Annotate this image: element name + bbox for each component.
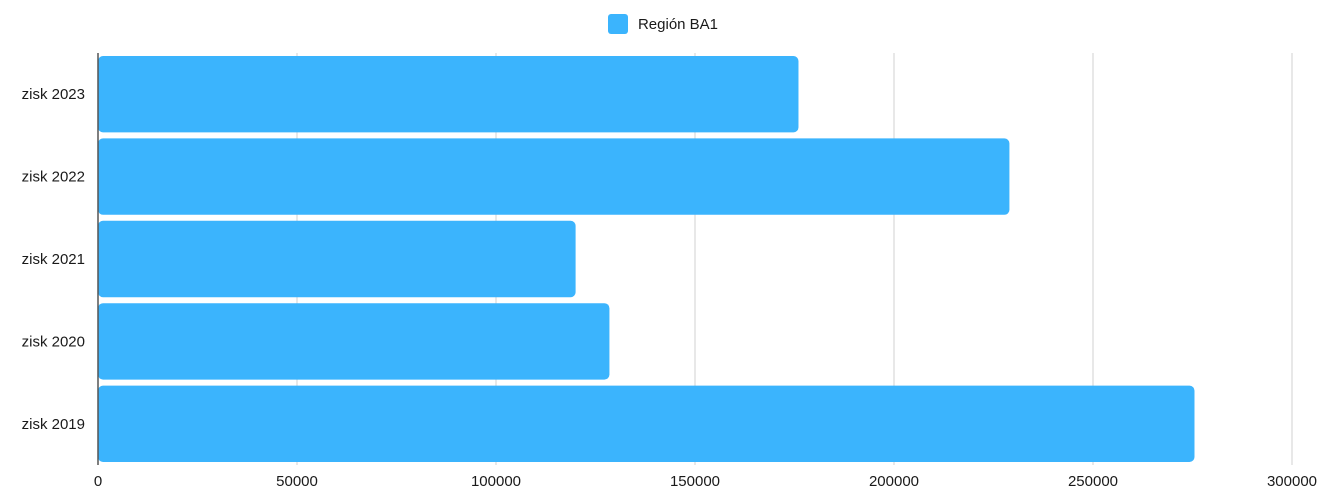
bar — [98, 385, 1195, 462]
category-label: zisk 2020 — [22, 333, 85, 350]
bar — [98, 303, 610, 380]
x-tick-label: 300000 — [1267, 473, 1317, 488]
category-label: zisk 2019 — [22, 416, 85, 433]
x-tick-label: 250000 — [1068, 473, 1118, 488]
bar — [98, 56, 799, 133]
legend: Región BA1 — [0, 14, 1326, 34]
x-tick-label: 50000 — [276, 473, 318, 488]
x-tick-label: 150000 — [670, 473, 720, 488]
category-label: zisk 2021 — [22, 251, 85, 268]
x-tick-label: 100000 — [471, 473, 521, 488]
category-label: zisk 2023 — [22, 86, 85, 103]
x-tick-label: 0 — [94, 473, 102, 488]
bar — [98, 138, 1010, 215]
bar — [98, 220, 576, 298]
legend-label: Región BA1 — [637, 15, 719, 33]
legend-swatch — [607, 14, 628, 34]
category-label: zisk 2022 — [22, 169, 85, 186]
x-tick-label: 200000 — [869, 473, 919, 488]
